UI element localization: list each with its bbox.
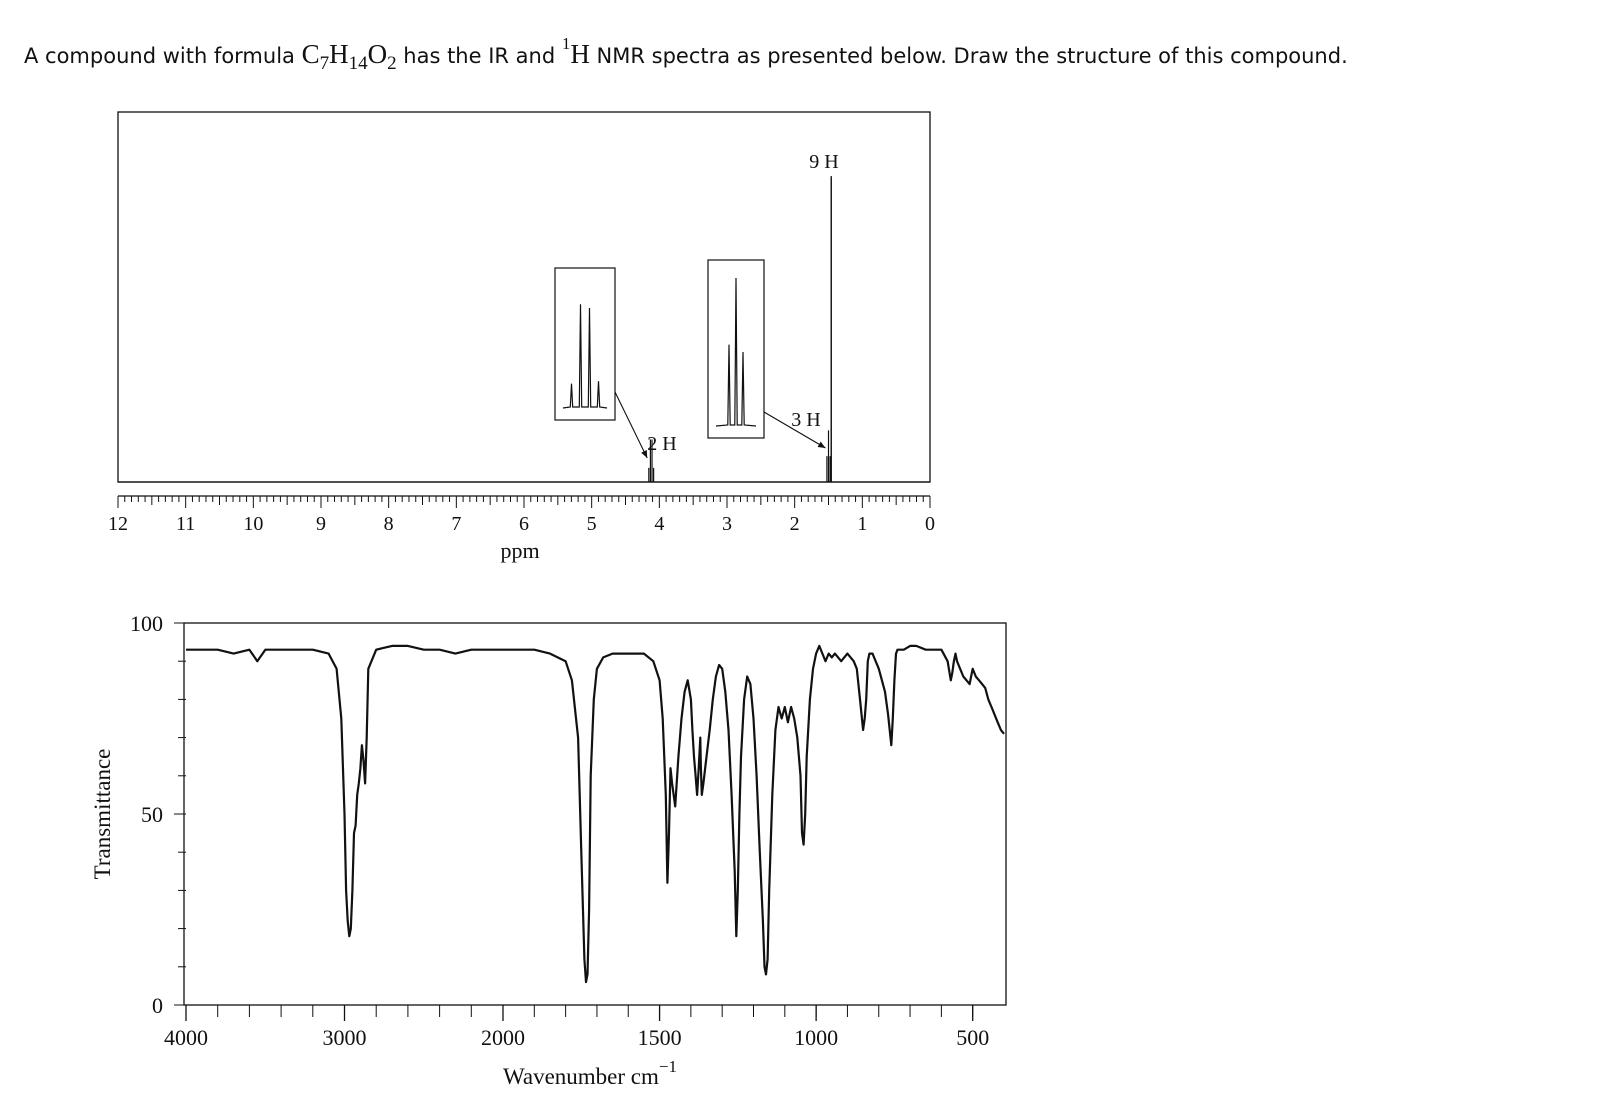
ir-x-tick-label: 1500 [638, 1025, 682, 1050]
nmr-tick-label: 9 [316, 513, 326, 535]
molecular-formula: C7H14O2 [301, 39, 397, 74]
question-suffix: NMR spectra as presented below. Draw the… [589, 44, 1348, 68]
nmr-tick-label: 5 [587, 513, 597, 535]
nmr-spectrum-chart: 12 11 10 9 8 7 6 5 4 3 2 1 0 ppm 9 H 3 H 2 H [108, 111, 935, 563]
question-middle: has the IR and [396, 44, 562, 68]
nmr-ticks [117, 496, 931, 508]
formula-count-h: 14 [348, 53, 368, 74]
nmr-insets [554, 259, 826, 459]
question-prefix: A compound with formula [24, 44, 302, 68]
nmr-x-axis-label: ppm [500, 538, 539, 563]
nmr-tick-label: 11 [176, 513, 195, 535]
nmr-tick-label: 1 [857, 513, 867, 535]
nmr-inset-connector-triplet [763, 411, 826, 449]
ir-y-axis-label: Transmittance [90, 749, 115, 880]
ir-x-ticks [185, 1005, 974, 1021]
formula-element-o: O [367, 39, 388, 69]
ir-y-tick-label: 100 [130, 611, 163, 636]
nmr-tick-label: 7 [451, 513, 461, 535]
nmr-tick-label: 4 [654, 513, 664, 535]
ir-x-tick-labels: 4000 3000 2000 1500 1000 500 [164, 1025, 989, 1050]
nmr-inset-quartet-trace [562, 304, 608, 409]
ir-x-axis-label-superscript: −1 [659, 1057, 677, 1076]
nmr-inset-connector-quartet [614, 391, 648, 459]
nmr-inset-box [707, 259, 765, 439]
nucleus-label: 1H [562, 34, 590, 69]
ir-x-tick-label: 3000 [323, 1025, 367, 1050]
ir-y-tick-label: 50 [141, 802, 163, 827]
ir-x-tick-label: 500 [956, 1025, 989, 1050]
ir-spectrum-trace [186, 644, 1005, 984]
nucleus-symbol: H [570, 39, 590, 69]
nmr-inset-connector-quartet-head [641, 450, 648, 458]
ir-x-tick-label: 1000 [794, 1025, 838, 1050]
formula-count-c: 7 [319, 53, 330, 74]
integration-label-2h: 2 H [647, 433, 676, 455]
nmr-inset-box [554, 267, 616, 421]
question-text: A compound with formula C7H14O2 has the … [24, 14, 1594, 94]
nmr-integration-labels: 9 H 3 H 2 H [647, 151, 838, 455]
formula-element-h: H [329, 39, 349, 69]
nmr-tick-labels: 12 11 10 9 8 7 6 5 4 3 2 1 0 [108, 513, 935, 535]
ir-y-ticks [174, 622, 186, 1006]
ir-y-tick-label: 0 [152, 993, 163, 1018]
nmr-inset-connector-triplet-head [817, 441, 826, 448]
integration-label-9h: 9 H [809, 151, 838, 173]
formula-count-o: 2 [387, 53, 397, 74]
ir-x-tick-label: 4000 [164, 1025, 208, 1050]
nmr-tick-label: 0 [925, 513, 935, 535]
nmr-tick-label: 8 [384, 513, 394, 535]
ir-x-axis-label-text: Wavenumber cm [503, 1064, 659, 1089]
nmr-peaks [648, 176, 832, 482]
nmr-inset-triplet-trace [715, 277, 757, 427]
ir-x-axis-label: Wavenumber cm−1 [503, 1057, 677, 1089]
nucleus-mass: 1 [561, 34, 571, 53]
ir-x-tick-label: 2000 [481, 1025, 525, 1050]
ir-y-tick-labels: 0 50 100 [130, 611, 163, 1018]
nmr-tick-label: 10 [243, 513, 263, 535]
nmr-tick-label: 3 [722, 513, 732, 535]
formula-element-c: C [301, 39, 320, 69]
integration-label-3h: 3 H [791, 409, 820, 431]
nmr-tick-label: 2 [790, 513, 800, 535]
nmr-tick-label: 12 [108, 513, 128, 535]
nmr-tick-label: 6 [519, 513, 529, 535]
